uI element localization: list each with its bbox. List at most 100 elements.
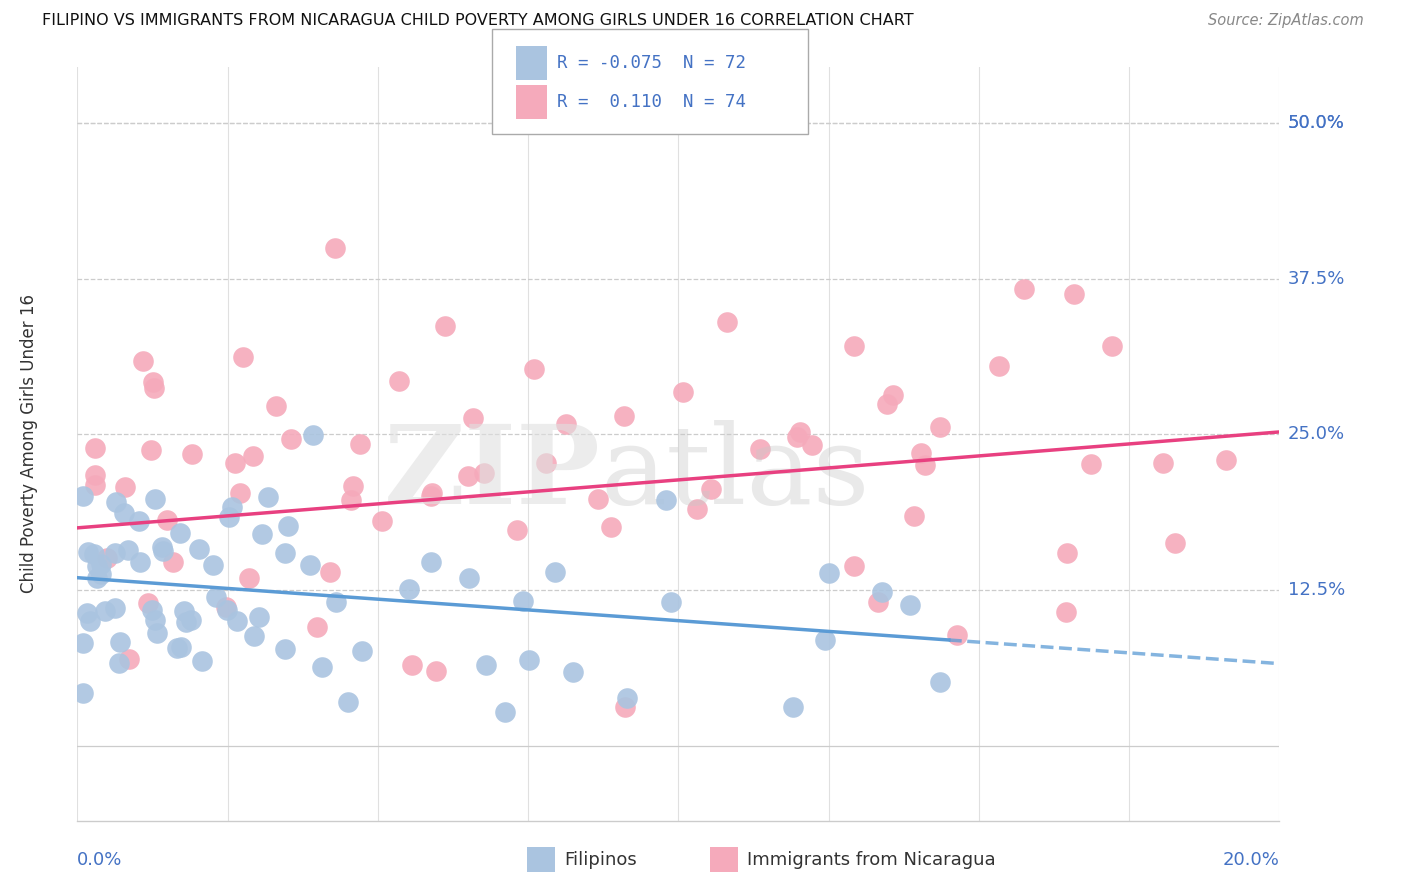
Text: ZIP: ZIP (384, 420, 600, 527)
Point (132, 353, 155, 368)
Point (914, 458, 936, 472)
Point (139, 443, 162, 458)
Point (170, 640, 193, 654)
Point (420, 485, 443, 500)
Point (142, 381, 165, 395)
Point (686, 501, 709, 516)
Point (319, 565, 342, 579)
Point (420, 555, 443, 569)
Point (814, 633, 837, 648)
Point (371, 515, 394, 529)
Point (104, 546, 127, 560)
Point (143, 613, 166, 627)
Text: 12.5%: 12.5% (1288, 582, 1346, 599)
Point (117, 543, 139, 558)
Point (352, 644, 374, 658)
Point (243, 629, 266, 643)
Point (128, 514, 150, 528)
Point (388, 374, 411, 388)
Point (105, 495, 128, 509)
Point (84, 441, 107, 455)
Point (340, 493, 363, 508)
Point (817, 566, 839, 581)
Point (72, 636, 94, 650)
Point (457, 571, 479, 585)
Point (748, 442, 770, 456)
Point (156, 513, 179, 527)
Point (1164, 536, 1187, 550)
Point (252, 527, 274, 541)
Text: atlas: atlas (600, 420, 870, 527)
Point (1215, 453, 1237, 467)
Text: R = -0.075  N = 72: R = -0.075 N = 72 (557, 54, 745, 72)
Point (83, 547, 105, 561)
Point (786, 429, 808, 443)
Point (76, 606, 98, 620)
Point (215, 603, 238, 617)
Point (79, 614, 101, 628)
Point (654, 493, 676, 508)
Point (463, 410, 485, 425)
Point (96, 550, 118, 565)
Point (301, 427, 323, 442)
Point (903, 508, 925, 523)
Point (401, 658, 423, 673)
Point (141, 603, 163, 617)
Text: Source: ZipAtlas.com: Source: ZipAtlas.com (1208, 13, 1364, 29)
Point (187, 541, 209, 556)
Point (433, 318, 456, 333)
Text: Filipinos: Filipinos (564, 851, 637, 869)
Point (870, 584, 893, 599)
Point (166, 640, 188, 655)
Point (1152, 456, 1174, 470)
Point (191, 655, 214, 669)
Point (1054, 605, 1077, 619)
Point (929, 674, 952, 689)
Point (842, 339, 865, 353)
Point (1056, 546, 1078, 560)
Point (215, 600, 238, 615)
Point (226, 614, 249, 628)
Point (174, 615, 197, 629)
Point (898, 599, 921, 613)
Point (349, 437, 371, 451)
Point (325, 595, 347, 609)
Point (457, 468, 479, 483)
Point (118, 652, 141, 666)
Point (910, 446, 932, 460)
Point (588, 492, 610, 507)
Point (323, 241, 346, 255)
Point (1063, 287, 1085, 301)
Point (425, 664, 447, 678)
Point (143, 491, 166, 506)
Point (882, 388, 904, 402)
Point (84, 478, 107, 492)
Text: Child Poverty Among Girls Under 16: Child Poverty Among Girls Under 16 (20, 294, 38, 593)
Point (876, 397, 898, 411)
Point (86, 559, 108, 574)
Text: 50.0%: 50.0% (1288, 114, 1344, 132)
Point (112, 506, 135, 520)
Point (136, 596, 159, 610)
Text: 20.0%: 20.0% (1223, 851, 1279, 869)
Point (142, 376, 165, 390)
Point (180, 613, 202, 627)
Point (84, 467, 107, 482)
Text: 37.5%: 37.5% (1288, 269, 1346, 288)
Point (162, 555, 184, 569)
Point (204, 591, 226, 605)
Point (247, 609, 270, 624)
Point (1012, 282, 1035, 296)
Text: 0.0%: 0.0% (77, 851, 122, 869)
Point (506, 523, 529, 537)
Text: FILIPINO VS IMMIGRANTS FROM NICARAGUA CHILD POVERTY AMONG GIRLS UNDER 16 CORRELA: FILIPINO VS IMMIGRANTS FROM NICARAGUA CH… (42, 13, 914, 29)
Point (201, 558, 224, 572)
Point (224, 456, 246, 470)
Point (543, 565, 565, 579)
Point (789, 425, 811, 439)
Point (494, 705, 516, 719)
Point (274, 546, 297, 560)
Point (90, 557, 112, 571)
Point (928, 420, 950, 434)
Point (614, 700, 637, 714)
